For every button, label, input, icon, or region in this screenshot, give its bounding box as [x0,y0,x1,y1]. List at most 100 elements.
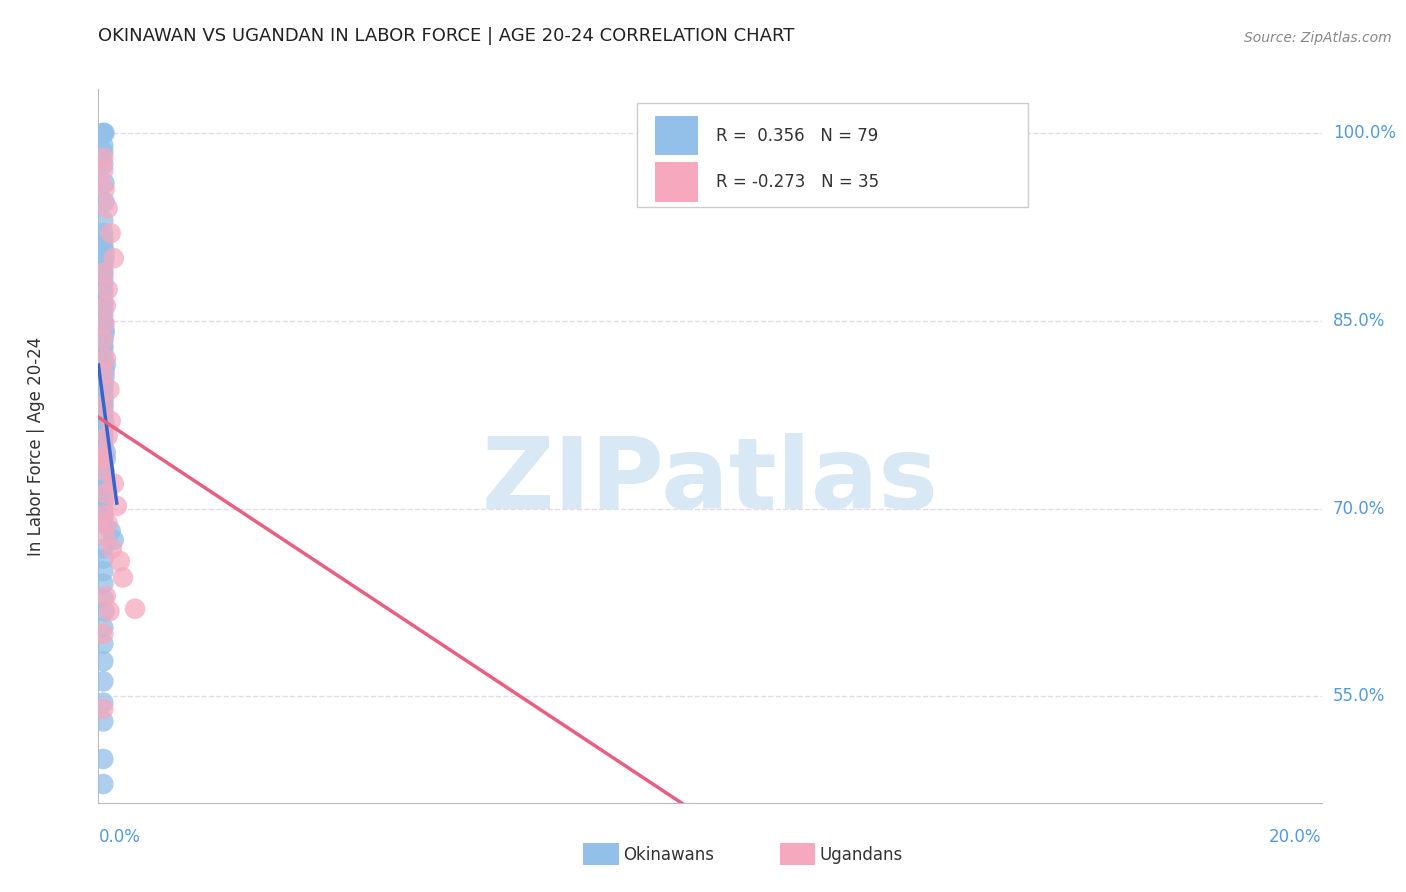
Point [91,476,114,491]
Point [91,445,114,459]
Text: 55.0%: 55.0% [1333,688,1385,706]
Point [91,314,114,328]
Point [93,182,115,196]
Point [93,176,115,190]
Point [91,621,114,635]
Point [91,138,114,153]
Text: R = -0.273   N = 35: R = -0.273 N = 35 [716,173,879,191]
Point [91,420,114,434]
Point [91,126,114,140]
Point [93,126,115,140]
Point [91,257,114,271]
Point [91,433,114,447]
Point [103,251,125,265]
Point [91,411,114,425]
Text: Ugandans: Ugandans [820,846,903,863]
Point [91,264,114,278]
Point [91,289,114,303]
Point [91,270,114,285]
Point [91,238,114,252]
Point [91,349,114,363]
Point [91,489,114,503]
Point [91,591,114,606]
Point [105,499,128,513]
Point [100,524,122,538]
Point [91,399,114,413]
Point [103,476,125,491]
Point [91,508,114,522]
Point [97,283,120,297]
Point [93,326,115,341]
Point [91,308,114,322]
Point [93,322,115,336]
Point [93,251,115,265]
Point [91,295,114,310]
FancyBboxPatch shape [655,116,697,155]
Text: In Labor Force | Age 20-24: In Labor Force | Age 20-24 [27,336,45,556]
Point [91,714,114,729]
Point [91,163,114,178]
Point [91,392,114,406]
Point [91,508,114,522]
Text: 20.0%: 20.0% [1270,828,1322,846]
Point [94,351,117,366]
Point [91,501,114,516]
Point [91,266,114,280]
Point [91,637,114,651]
Point [91,301,114,316]
Point [91,541,114,556]
Point [97,429,120,443]
Text: OKINAWAN VS UGANDAN IN LABOR FORCE | AGE 20-24 CORRELATION CHART: OKINAWAN VS UGANDAN IN LABOR FORCE | AGE… [98,27,794,45]
Point [94,486,117,500]
Point [93,417,115,431]
Point [91,576,114,591]
Point [91,495,114,509]
Point [91,126,114,140]
Point [91,232,114,246]
Point [91,226,114,240]
Point [94,358,117,372]
Point [91,752,114,766]
Point [91,376,114,391]
Point [91,157,114,171]
Point [91,654,114,668]
Point [91,696,114,710]
Text: 70.0%: 70.0% [1333,500,1385,517]
Point [91,389,114,403]
Text: 100.0%: 100.0% [1333,124,1396,142]
Point [93,470,115,484]
Point [91,464,114,478]
Point [91,777,114,791]
Point [91,151,114,165]
Point [91,627,114,641]
Point [101,541,124,556]
Point [91,551,114,566]
Point [94,589,117,603]
Point [91,458,114,472]
Point [93,364,115,378]
Point [91,354,114,368]
Point [103,533,125,547]
Text: Source: ZipAtlas.com: Source: ZipAtlas.com [1244,30,1392,45]
Point [94,299,117,313]
Point [97,201,120,215]
Point [93,529,115,543]
Point [100,414,122,428]
Point [91,451,114,466]
Point [93,194,115,209]
Point [98,383,121,397]
Point [91,702,114,716]
Point [91,367,114,381]
Point [93,464,115,478]
Point [91,674,114,689]
Point [93,370,115,384]
FancyBboxPatch shape [655,162,697,202]
Point [91,339,114,353]
Point [91,145,114,159]
Point [91,283,114,297]
Point [91,516,114,531]
Point [91,424,114,438]
Text: 0.0%: 0.0% [98,828,141,846]
Point [100,226,122,240]
Point [91,379,114,393]
